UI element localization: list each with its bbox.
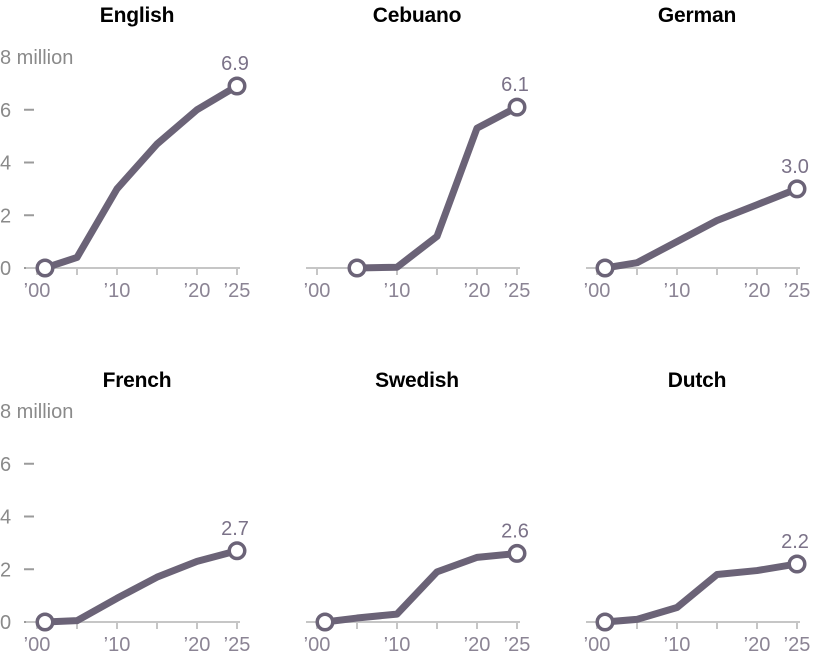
- chart-panel-4: Swedish ’00 ’10 ’20 ’25 2.6: [280, 336, 560, 672]
- x-tick-label: ’25: [224, 280, 251, 302]
- chart-panel-1: Cebuano ’00 ’10 ’20 ’25 6.1: [280, 0, 560, 336]
- data-line: [601, 560, 801, 626]
- data-line: [353, 103, 521, 272]
- start-marker: [35, 612, 55, 632]
- x-tick-label: ’00: [24, 634, 51, 656]
- x-tick-label: ’20: [184, 634, 211, 656]
- line-chart: 8 million 6 4 2 0 ’00 ’10 ’20 ’25 6.9: [0, 47, 251, 302]
- x-tick-label: ’10: [664, 280, 691, 302]
- value-label: 3.0: [781, 156, 809, 178]
- x-tick-label: ’10: [384, 634, 411, 656]
- data-line: [41, 82, 241, 272]
- x-tick-label: ’25: [224, 634, 251, 656]
- chart-panel-2: German ’00 ’10 ’20 ’25 3.0: [560, 0, 840, 336]
- y-tick-label: 4: [0, 153, 11, 175]
- line-chart: ’00 ’10 ’20 ’25 2.2: [584, 531, 811, 656]
- line-chart: ’00 ’10 ’20 ’25 3.0: [584, 156, 811, 302]
- x-tick-label: ’10: [384, 280, 411, 302]
- x-tick-label: ’20: [744, 634, 771, 656]
- end-marker: [787, 554, 807, 574]
- value-label: 2.2: [781, 531, 809, 553]
- end-marker: [507, 97, 527, 117]
- data-line: [41, 547, 241, 626]
- end-marker: [227, 541, 247, 561]
- line-chart: ’00 ’10 ’20 ’25 6.1: [304, 74, 531, 302]
- x-tick-label: ’20: [744, 280, 771, 302]
- line-chart: 8 million 6 4 2 0 ’00 ’10 ’20 ’25 2.7: [0, 401, 251, 656]
- start-marker: [35, 258, 55, 278]
- value-label: 6.9: [221, 53, 249, 75]
- value-label: 6.1: [501, 74, 529, 96]
- panel-title: Swedish: [375, 369, 459, 392]
- start-marker: [315, 612, 335, 632]
- panel-title: German: [657, 4, 737, 27]
- end-marker: [787, 179, 807, 199]
- data-line: [321, 549, 521, 626]
- y-tick-label: 2: [0, 559, 11, 581]
- y-tick-label: 2: [0, 205, 11, 227]
- x-tick-label: ’20: [184, 280, 211, 302]
- end-marker: [507, 543, 527, 563]
- x-tick-label: ’25: [504, 280, 531, 302]
- start-marker: [595, 258, 615, 278]
- value-label: 2.6: [501, 520, 529, 542]
- chart-panel-3: French 8 million 6 4 2 0 ’00 ’10 ’20 ’25 2.7: [0, 336, 280, 672]
- panel-title: Cebuano: [372, 4, 462, 27]
- start-marker: [347, 258, 367, 278]
- x-tick-label: ’00: [304, 280, 331, 302]
- x-tick-label: ’20: [464, 280, 491, 302]
- value-label: 2.7: [221, 518, 249, 540]
- chart-panel-5: Dutch ’00 ’10 ’20 ’25 2.2: [560, 336, 840, 672]
- x-tick-label: ’10: [664, 634, 691, 656]
- panel-title: English: [99, 4, 175, 27]
- x-tick-label: ’10: [104, 634, 131, 656]
- y-tick-label: 0: [0, 612, 11, 634]
- data-line: [601, 185, 801, 272]
- x-tick-label: ’00: [24, 280, 51, 302]
- x-tick-label: ’25: [784, 634, 811, 656]
- y-tick-label: 0: [0, 258, 11, 280]
- x-tick-label: ’25: [784, 280, 811, 302]
- y-axis-top-label: 8 million: [0, 47, 73, 69]
- y-axis-top-label: 8 million: [0, 401, 73, 423]
- x-tick-label: ’00: [584, 634, 611, 656]
- start-marker: [595, 612, 615, 632]
- x-tick-label: ’20: [464, 634, 491, 656]
- x-tick-label: ’00: [304, 634, 331, 656]
- panel-title: French: [102, 369, 172, 392]
- y-tick-label: 4: [0, 507, 11, 529]
- end-marker: [227, 76, 247, 96]
- chart-panel-0: English 8 million 6 4 2 0 ’00 ’10 ’20 ’25 6.9: [0, 0, 280, 336]
- y-tick-label: 6: [0, 454, 11, 476]
- x-tick-label: ’00: [584, 280, 611, 302]
- line-chart: ’00 ’10 ’20 ’25 2.6: [304, 520, 531, 656]
- y-tick-label: 6: [0, 100, 11, 122]
- x-tick-label: ’25: [504, 634, 531, 656]
- panel-title: Dutch: [667, 369, 727, 392]
- x-tick-label: ’10: [104, 280, 131, 302]
